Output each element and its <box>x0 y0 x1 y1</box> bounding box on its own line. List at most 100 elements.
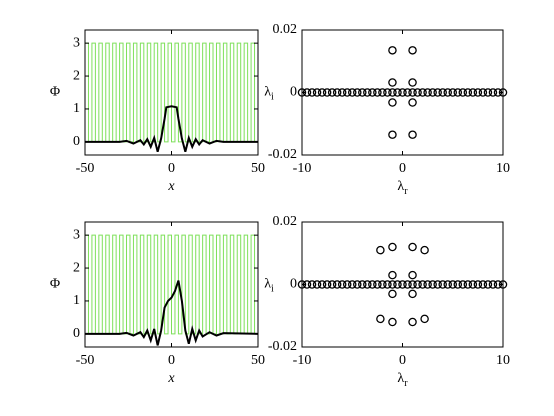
y-tick-label: 0 <box>290 277 297 292</box>
y-axis-label-main: λ <box>264 85 271 100</box>
point <box>408 78 417 87</box>
point <box>353 88 362 97</box>
point <box>468 280 478 289</box>
point <box>433 88 442 97</box>
x-axis-label: x <box>167 371 175 386</box>
point <box>383 88 392 97</box>
x-tick-label: -10 <box>293 353 312 368</box>
point <box>373 88 382 97</box>
y-tick-label: 2 <box>73 68 80 83</box>
point <box>408 46 417 55</box>
point <box>398 280 407 289</box>
y-tick-label: 0.02 <box>273 214 298 229</box>
point <box>363 280 372 289</box>
point <box>388 130 397 139</box>
point <box>473 280 483 289</box>
x-axis-label-main: x <box>167 371 175 386</box>
point <box>347 88 357 97</box>
x-axis-label: λr <box>397 179 408 197</box>
point <box>312 280 322 289</box>
line <box>85 280 258 346</box>
point <box>448 280 457 289</box>
y-axis-label-main: λ <box>264 277 271 292</box>
data-layer <box>85 234 258 346</box>
panel: -50 0 50 0 1 2 3 x Φ <box>50 221 265 386</box>
point <box>408 130 417 139</box>
y-tick-label: 0 <box>73 326 80 341</box>
point <box>393 88 402 97</box>
plot-area <box>302 222 503 347</box>
point <box>388 78 397 87</box>
point <box>322 280 332 289</box>
point <box>388 270 397 280</box>
panel: -50 0 50 0 1 2 3 x Φ <box>50 29 265 194</box>
point <box>423 88 432 97</box>
point <box>483 280 493 289</box>
x-axis-label: x <box>167 179 175 194</box>
y-axis-label: Φ <box>50 85 60 100</box>
y-axis-label-main: Φ <box>50 85 60 100</box>
point <box>428 88 437 97</box>
point <box>368 280 377 289</box>
point <box>458 280 468 289</box>
point <box>317 88 327 97</box>
point <box>342 88 352 97</box>
point <box>468 88 478 97</box>
y-tick-label: 2 <box>73 260 80 275</box>
x-tick-label: 50 <box>251 161 265 176</box>
point <box>368 88 377 97</box>
point <box>327 88 337 97</box>
point <box>420 245 429 255</box>
point <box>376 314 385 324</box>
point <box>388 317 397 327</box>
point <box>332 88 342 97</box>
point <box>438 280 447 289</box>
point <box>488 280 498 289</box>
y-tick-label: -0.02 <box>268 339 297 354</box>
point <box>388 88 397 97</box>
y-tick-label: 1 <box>73 101 80 116</box>
point <box>312 88 322 97</box>
y-tick-label: 1 <box>73 293 80 308</box>
point <box>373 280 382 289</box>
point <box>443 88 452 97</box>
x-axis-label-main: λ <box>397 179 404 194</box>
point <box>418 88 427 97</box>
x-tick-label: 10 <box>496 161 510 176</box>
y-tick-label: 3 <box>73 35 80 50</box>
y-axis-label: λi <box>264 277 274 295</box>
point <box>403 280 412 289</box>
x-axis-label: λr <box>397 371 408 389</box>
point <box>322 88 332 97</box>
x-axis-label-sub: r <box>404 378 408 389</box>
point <box>383 280 392 289</box>
y-axis-label-sub: i <box>271 92 274 103</box>
x-tick-label: 10 <box>496 353 510 368</box>
point <box>388 46 397 55</box>
point <box>337 88 347 97</box>
point <box>378 88 387 97</box>
x-axis-label-main: λ <box>397 371 404 386</box>
point <box>332 280 342 289</box>
data-layer <box>85 42 258 152</box>
y-tick-label: -0.02 <box>268 147 297 162</box>
x-tick-label: -50 <box>76 353 95 368</box>
point <box>478 88 488 97</box>
point <box>398 88 407 97</box>
point <box>483 88 493 97</box>
y-axis-label: λi <box>264 85 274 103</box>
point <box>347 280 357 289</box>
x-tick-label: 0 <box>399 353 406 368</box>
point <box>488 88 498 97</box>
point <box>388 289 397 299</box>
point <box>478 280 488 289</box>
y-tick-label: 0 <box>290 85 297 100</box>
x-tick-label: 50 <box>251 353 265 368</box>
point <box>388 280 397 289</box>
point <box>423 280 432 289</box>
point <box>393 280 402 289</box>
point <box>307 280 317 289</box>
point <box>420 314 429 324</box>
